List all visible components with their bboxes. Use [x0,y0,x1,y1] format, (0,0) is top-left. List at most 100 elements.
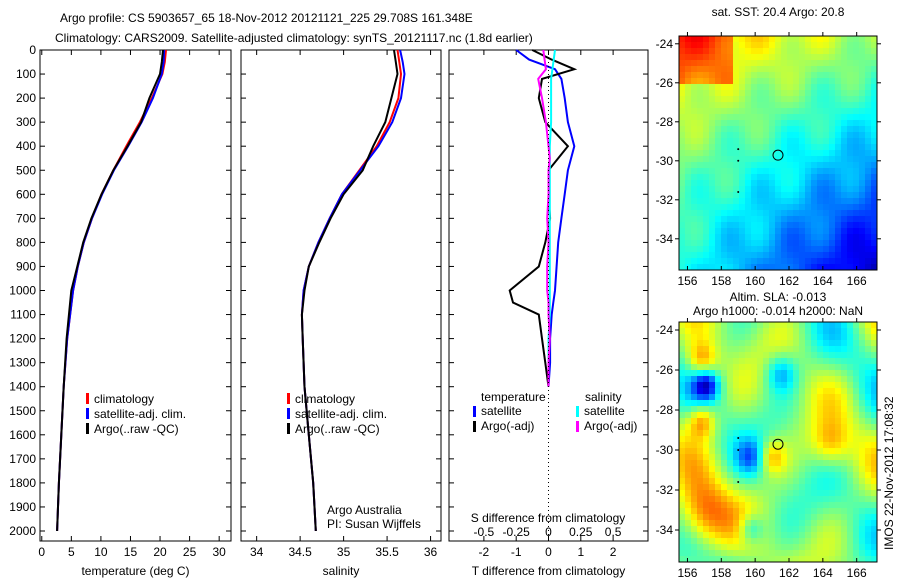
map-cell [757,132,763,138]
map-cell [679,204,685,210]
map-cell [865,502,871,508]
map-cell [721,508,727,514]
map-cell [787,508,793,514]
map-cell [697,370,703,376]
map-cell [817,508,823,514]
map-cell [823,448,829,454]
map-cell [727,234,733,240]
map-cell [859,156,865,162]
map-cell [847,96,853,102]
map-cell [769,174,775,180]
map-cell [691,126,697,132]
map-cell [721,246,727,252]
map-cell [811,240,817,246]
map-cell [769,376,775,382]
map-cell [793,240,799,246]
map-cell [769,472,775,478]
series-line-argo-raw-qc- [56,49,164,532]
map-cell [853,382,859,388]
map-cell [847,126,853,132]
map-cell [769,210,775,216]
map-cell [865,204,871,210]
map-cell [691,36,697,42]
x-tick-label: 36 [424,545,438,559]
map-cell [847,532,853,538]
map-cell [781,400,787,406]
map-cell [703,436,709,442]
map-cell [721,400,727,406]
map-cell [871,496,877,502]
map-cell [715,520,721,526]
map-cell [859,550,865,556]
map-cell [727,96,733,102]
map-cell [859,436,865,442]
map-cell [703,228,709,234]
map-cell [811,42,817,48]
map-cell [721,210,727,216]
map-cell [817,556,823,562]
map-cell [721,216,727,222]
map-cell [727,228,733,234]
map-cell [703,370,709,376]
map-cell [835,346,841,352]
map-cell [763,394,769,400]
map-cell [691,168,697,174]
map-cell [799,234,805,240]
map-cell [859,328,865,334]
map-cell [697,42,703,48]
map-cell [799,394,805,400]
map-cell [859,460,865,466]
map-cell [763,412,769,418]
map-cell [739,346,745,352]
map-cell [727,114,733,120]
map-cell [757,96,763,102]
map-cell [745,430,751,436]
map-cell [763,90,769,96]
map-cell [745,36,751,42]
map-cell [865,514,871,520]
map-cell [805,168,811,174]
map-cell [793,264,799,270]
map-cell [799,406,805,412]
map-cell [703,430,709,436]
map-cell [829,382,835,388]
map-cell [703,340,709,346]
map-cell [811,246,817,252]
map-cell [847,454,853,460]
map-cell [745,48,751,54]
map-cell [811,48,817,54]
map-cell [817,54,823,60]
map-cell [709,358,715,364]
map-cell [853,442,859,448]
map-cell [721,132,727,138]
map-cell [811,72,817,78]
map-cell [715,328,721,334]
x-tick-label: 158 [711,274,731,288]
map-cell [769,514,775,520]
map-cell [769,358,775,364]
map-cell [733,66,739,72]
map-cell [835,520,841,526]
map-cell [793,514,799,520]
map-cell [679,180,685,186]
map-cell [823,180,829,186]
map-cell [721,334,727,340]
map-cell [721,198,727,204]
map-cell [769,532,775,538]
map-cell [751,150,757,156]
map-cell [847,334,853,340]
map-cell [787,520,793,526]
map-cell [769,36,775,42]
map-cell [817,376,823,382]
map-cell [679,150,685,156]
map-cell [745,502,751,508]
map-cell [697,532,703,538]
map-cell [793,150,799,156]
map-cell [781,430,787,436]
map-cell [697,66,703,72]
map-cell [817,364,823,370]
map-cell [865,556,871,562]
map-cell [871,556,877,562]
map-cell [841,346,847,352]
series-line-temperature-satellite [515,49,576,387]
